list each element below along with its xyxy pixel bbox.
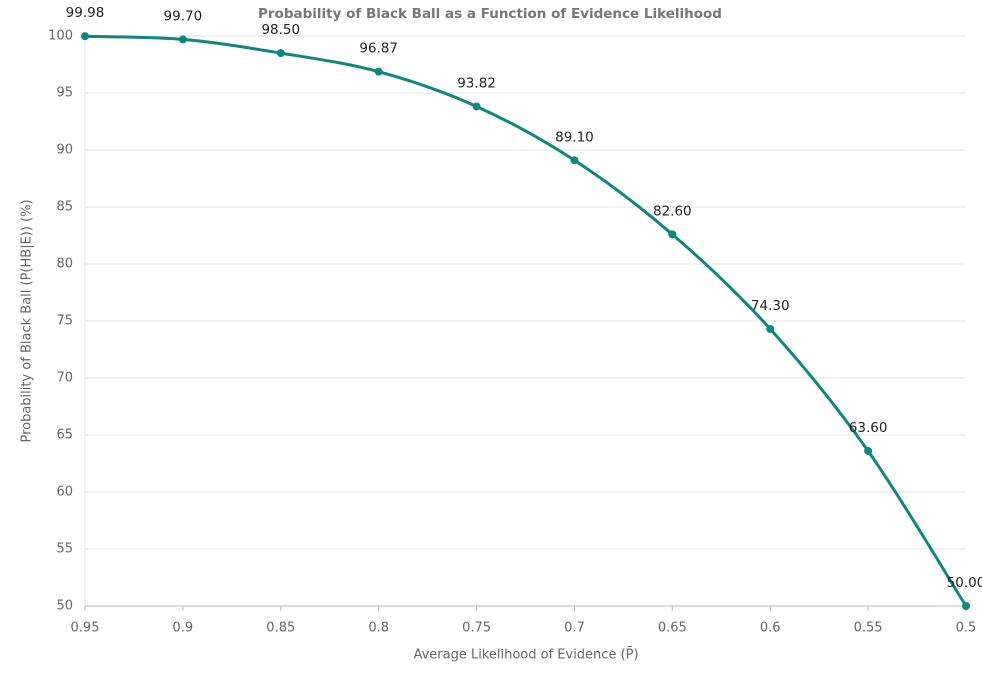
point bbox=[81, 32, 89, 41]
x-axis-label: Average Likelihood of Evidence (P̄) bbox=[413, 647, 638, 662]
value-label: 98.50 bbox=[261, 22, 300, 38]
point bbox=[864, 446, 873, 455]
point bbox=[668, 230, 677, 239]
x-tick-label: 0.9 bbox=[173, 621, 194, 636]
value-label: 99.98 bbox=[66, 5, 105, 21]
value-label: 96.87 bbox=[359, 41, 398, 57]
value-label: 93.82 bbox=[457, 75, 496, 91]
y-axis-label: Probability of Black Ball (P(HB|E)) (%) bbox=[20, 199, 35, 442]
value-label: 63.60 bbox=[849, 420, 888, 436]
y-tick-label: 80 bbox=[56, 257, 73, 272]
point bbox=[178, 35, 187, 44]
y-tick-label: 55 bbox=[56, 542, 73, 557]
point bbox=[472, 102, 481, 111]
point bbox=[962, 602, 970, 610]
point bbox=[374, 67, 383, 76]
x-tick-label: 0.95 bbox=[71, 621, 100, 636]
y-tick-label: 95 bbox=[56, 86, 73, 101]
x-tick-label: 0.85 bbox=[266, 621, 295, 636]
point bbox=[766, 324, 775, 333]
line bbox=[84, 34, 968, 607]
value-label: 89.10 bbox=[555, 129, 594, 145]
point bbox=[276, 49, 285, 58]
x-tick-label: 0.6 bbox=[760, 621, 781, 636]
point bbox=[570, 156, 579, 165]
x-tick-label: 0.65 bbox=[658, 621, 687, 636]
value-label: 99.70 bbox=[164, 8, 203, 24]
x-tick-label: 0.55 bbox=[854, 621, 883, 636]
x-tick-label: 0.8 bbox=[368, 621, 389, 636]
y-tick-label: 100 bbox=[48, 29, 73, 44]
value-label: 82.60 bbox=[653, 203, 692, 219]
y-tick-label: 90 bbox=[56, 143, 73, 158]
y-tick-label: 60 bbox=[56, 485, 73, 500]
y-tick-label: 85 bbox=[56, 200, 73, 215]
y-tick-label: 75 bbox=[56, 314, 73, 329]
y-tick-label: 70 bbox=[56, 371, 73, 386]
y-tick-label: 50 bbox=[56, 599, 73, 614]
y-tick-label: 65 bbox=[56, 428, 73, 443]
x-tick-label: 0.5 bbox=[956, 621, 977, 636]
x-tick-label: 0.75 bbox=[462, 621, 491, 636]
value-label: 50.00 bbox=[947, 575, 982, 591]
x-tick-label: 0.7 bbox=[564, 621, 585, 636]
value-label: 74.30 bbox=[751, 298, 790, 314]
chart-title: Probability of Black Ball as a Function … bbox=[258, 6, 722, 22]
